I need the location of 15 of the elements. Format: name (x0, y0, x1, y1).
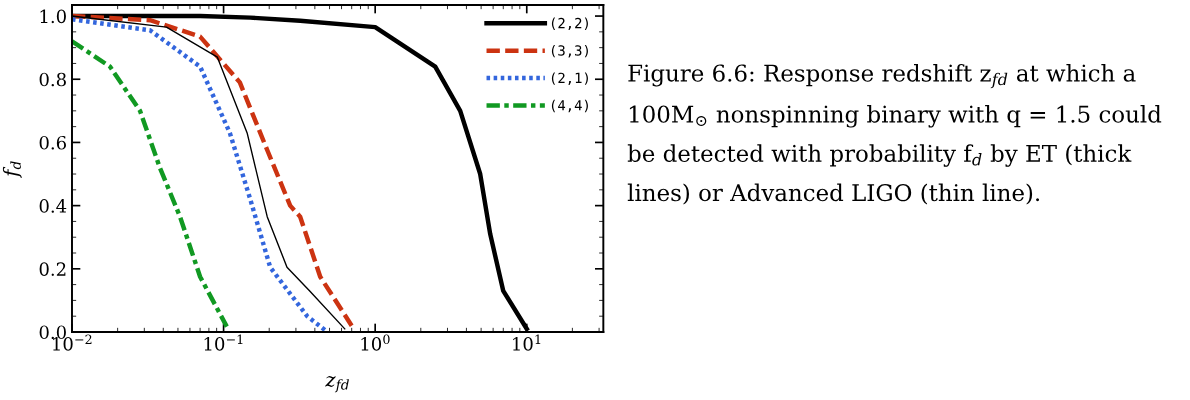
y-tick-label: 0.4 (39, 199, 67, 213)
y-tick-label: 0.6 (39, 135, 66, 150)
y-tick-label: 1.0 (40, 9, 66, 24)
x-tick-label: 10$^{0}$ (361, 334, 390, 351)
y-tick-label: 0.8 (39, 72, 66, 87)
legend-label: (2,2) (551, 17, 588, 31)
x-axis-title: z$_{fd}$ (325, 375, 349, 393)
y-tick-label: 0.2 (39, 262, 66, 276)
x-tick-label: 10$^{−1}$ (204, 334, 243, 351)
x-tick-label: 10$^{1}$ (513, 334, 541, 351)
y-axis-title: f$_{d}$ (2, 161, 22, 179)
legend-label: (3,3) (551, 44, 588, 58)
legend-label: (4,4) (551, 99, 588, 113)
text: Figure 6.6: Response redshift z$_{fd}$ at which a 100M$_{⊙}$ nonspinning binary with q = 1.5 could be detected with probability f$_{d}$ by ET (thick lines) or Advanced LIGO (thin line). (627, 64, 1162, 205)
legend-label: (2,1) (551, 72, 588, 85)
